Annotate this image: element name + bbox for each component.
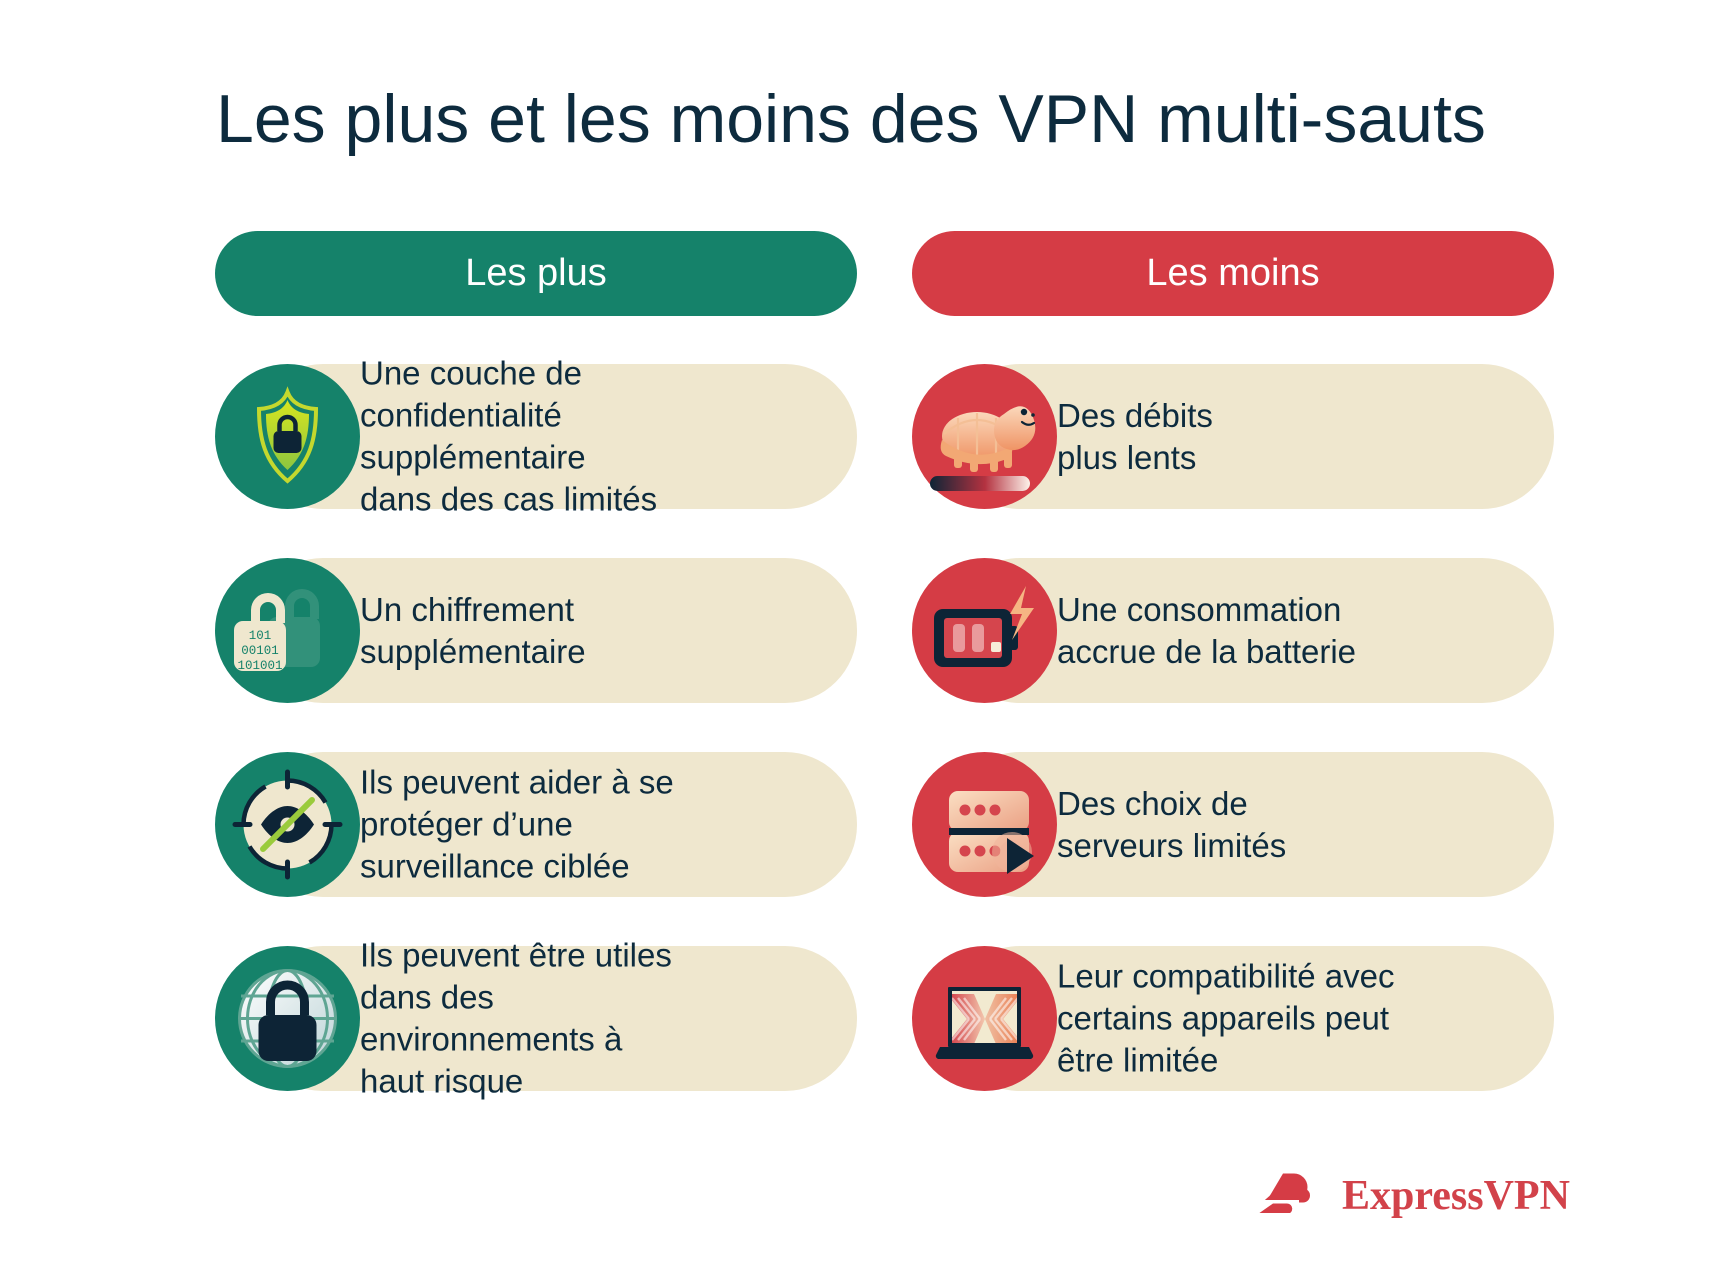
svg-text:101: 101	[249, 629, 272, 643]
svg-text:00101: 00101	[241, 644, 279, 658]
svg-text:101001: 101001	[237, 659, 282, 673]
